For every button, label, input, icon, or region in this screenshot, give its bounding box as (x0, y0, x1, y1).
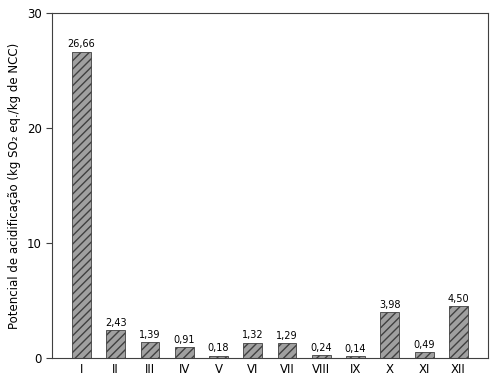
Bar (140, 342, 159, 358)
Y-axis label: Potencial de acidificação (kg SO₂ eq./kg de NCC): Potencial de acidificação (kg SO₂ eq./kg… (8, 43, 21, 329)
Bar (209, 356, 228, 358)
Text: 0,91: 0,91 (174, 335, 195, 345)
Text: 0,18: 0,18 (208, 343, 229, 353)
Bar (380, 312, 399, 358)
Text: 1,29: 1,29 (276, 331, 298, 341)
Text: 1,39: 1,39 (139, 329, 161, 339)
Bar (449, 306, 468, 358)
Text: 0,14: 0,14 (345, 344, 367, 354)
Text: 1,32: 1,32 (242, 330, 263, 340)
Text: 0,24: 0,24 (310, 343, 332, 353)
Bar (346, 356, 365, 358)
Bar (415, 352, 434, 358)
Bar (175, 348, 193, 358)
Text: 3,98: 3,98 (379, 300, 401, 310)
Text: 0,49: 0,49 (414, 340, 435, 350)
Bar (278, 343, 297, 358)
Bar (244, 343, 262, 358)
Bar (106, 330, 125, 358)
Bar (312, 355, 331, 358)
Text: 26,66: 26,66 (67, 40, 95, 50)
Bar (72, 52, 91, 358)
Text: 2,43: 2,43 (105, 318, 126, 328)
Text: 4,50: 4,50 (447, 294, 469, 304)
